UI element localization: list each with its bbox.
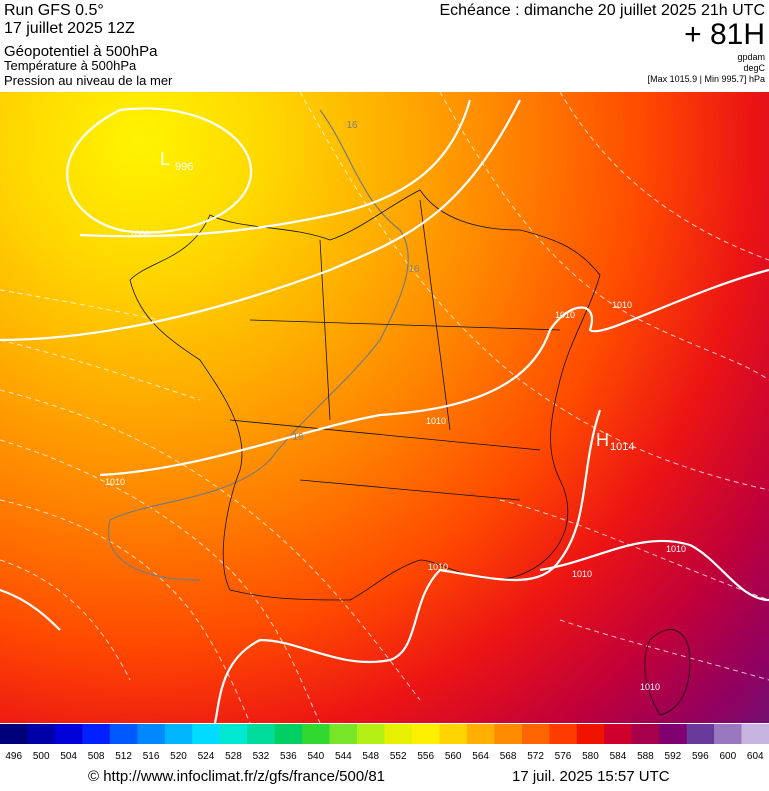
colorbar-label: 524	[198, 751, 215, 762]
colorbar-swatch	[54, 724, 83, 744]
low-symbol: L	[160, 149, 170, 169]
colorbar-label: 560	[445, 751, 462, 762]
isotherm-label: 16	[408, 264, 420, 275]
run-date: 17 juillet 2025 12Z	[4, 20, 135, 37]
field-label: Géopotentiel à 500hPa	[4, 43, 158, 60]
colorbar-label: 536	[280, 751, 297, 762]
colorbar-swatch	[82, 724, 111, 744]
field-label: Température à 500hPa	[4, 58, 137, 73]
timestamp: 17 juil. 2025 15:57 UTC	[512, 768, 670, 785]
isotherm-label: 16	[292, 432, 304, 443]
colorbar-label: 508	[88, 751, 105, 762]
isotherms	[0, 92, 769, 723]
valid-time: Echéance : dimanche 20 juillet 2025 21h …	[439, 2, 765, 19]
colorbar-label: 496	[5, 751, 22, 762]
colorbar-label: 520	[170, 751, 187, 762]
lead-time: + 81H	[684, 18, 765, 51]
colorbar-swatch	[741, 724, 769, 744]
colorbar-label: 500	[33, 751, 50, 762]
colorbar-label: 512	[115, 751, 132, 762]
isobar-label: 1010	[572, 569, 592, 579]
colorbar-swatch	[576, 724, 605, 744]
colorbar-label: 604	[747, 751, 764, 762]
unit: degC	[743, 63, 765, 73]
colorbar-label: 592	[665, 751, 682, 762]
isobar-label: 1010	[666, 544, 686, 554]
isobar-label: 1000	[130, 229, 150, 239]
colorbar-swatch	[466, 724, 495, 744]
colorbar-swatch	[549, 724, 578, 744]
colorbar-swatch	[247, 724, 276, 744]
colorbar-label: 532	[253, 751, 270, 762]
colorbar-label: 544	[335, 751, 352, 762]
field-label: Pression au niveau de la mer	[4, 73, 173, 88]
colorbar-swatch	[686, 724, 715, 744]
colorbar-label: 584	[610, 751, 627, 762]
temperature-lines	[107, 109, 409, 581]
colorbar-swatch	[302, 724, 331, 744]
unit: gpdam	[737, 52, 765, 62]
colorbar-swatch	[357, 724, 385, 744]
colorbar-label: 548	[362, 751, 379, 762]
colorbar-swatch	[109, 724, 138, 744]
colorbar-label: 516	[143, 751, 160, 762]
colorbar-swatch	[521, 724, 550, 744]
colorbar-swatch	[192, 724, 221, 744]
colorbar-label: 540	[307, 751, 324, 762]
colorbar-label: 556	[417, 751, 434, 762]
colorbar-swatch	[631, 724, 660, 744]
field-shading	[0, 92, 769, 723]
isobar-label: 1010	[105, 477, 125, 487]
isobar-label: 1010	[612, 300, 632, 310]
high-value: 1014	[610, 441, 634, 453]
colorbar-label: 600	[719, 751, 736, 762]
isobar-label: 1010	[640, 682, 660, 692]
low-value: 996	[175, 161, 193, 173]
colorbar-swatch	[329, 724, 358, 744]
isotherm-label: 16	[346, 120, 358, 131]
unit: [Max 1015.9 | Min 995.7] hPa	[648, 74, 765, 84]
colorbar-swatch	[164, 724, 193, 744]
high-symbol: H	[596, 430, 609, 450]
colorbar-label: 596	[692, 751, 709, 762]
colorbar-swatch	[604, 724, 633, 744]
colorbar-label: 572	[527, 751, 544, 762]
map: L 996 H 1014 1000 1010 1010 1010 1010 1010 101…	[0, 92, 769, 723]
colorbar-swatch	[494, 724, 523, 744]
colorbar-label: 588	[637, 751, 654, 762]
colorbar-swatch	[411, 724, 440, 744]
colorbar-swatch	[219, 724, 248, 744]
run: Run GFS 0.5°	[4, 2, 104, 19]
colorbar-swatch	[384, 724, 413, 744]
colorbar-swatch	[714, 724, 743, 744]
isobar-label: 1010	[555, 310, 575, 320]
colorbar-swatch	[137, 724, 166, 744]
colorbar-label: 580	[582, 751, 599, 762]
colorbar-label: 568	[500, 751, 517, 762]
colorbar-swatch	[439, 724, 468, 744]
colorbar-label: 504	[60, 751, 77, 762]
isobar-label: 1010	[428, 562, 448, 572]
colorbar-label: 564	[472, 751, 489, 762]
colorbar-swatch	[659, 724, 688, 744]
colorbar-swatch	[27, 724, 56, 744]
colorbar-label: 528	[225, 751, 242, 762]
colorbar-label: 552	[390, 751, 407, 762]
colorbar-swatch	[274, 724, 303, 744]
isobars	[0, 99, 769, 723]
source: © http://www.infoclimat.fr/z/gfs/france/…	[88, 768, 385, 785]
colorbar-swatch	[0, 724, 28, 744]
isobar-label: 1010	[426, 416, 446, 426]
colorbar-label: 576	[555, 751, 572, 762]
